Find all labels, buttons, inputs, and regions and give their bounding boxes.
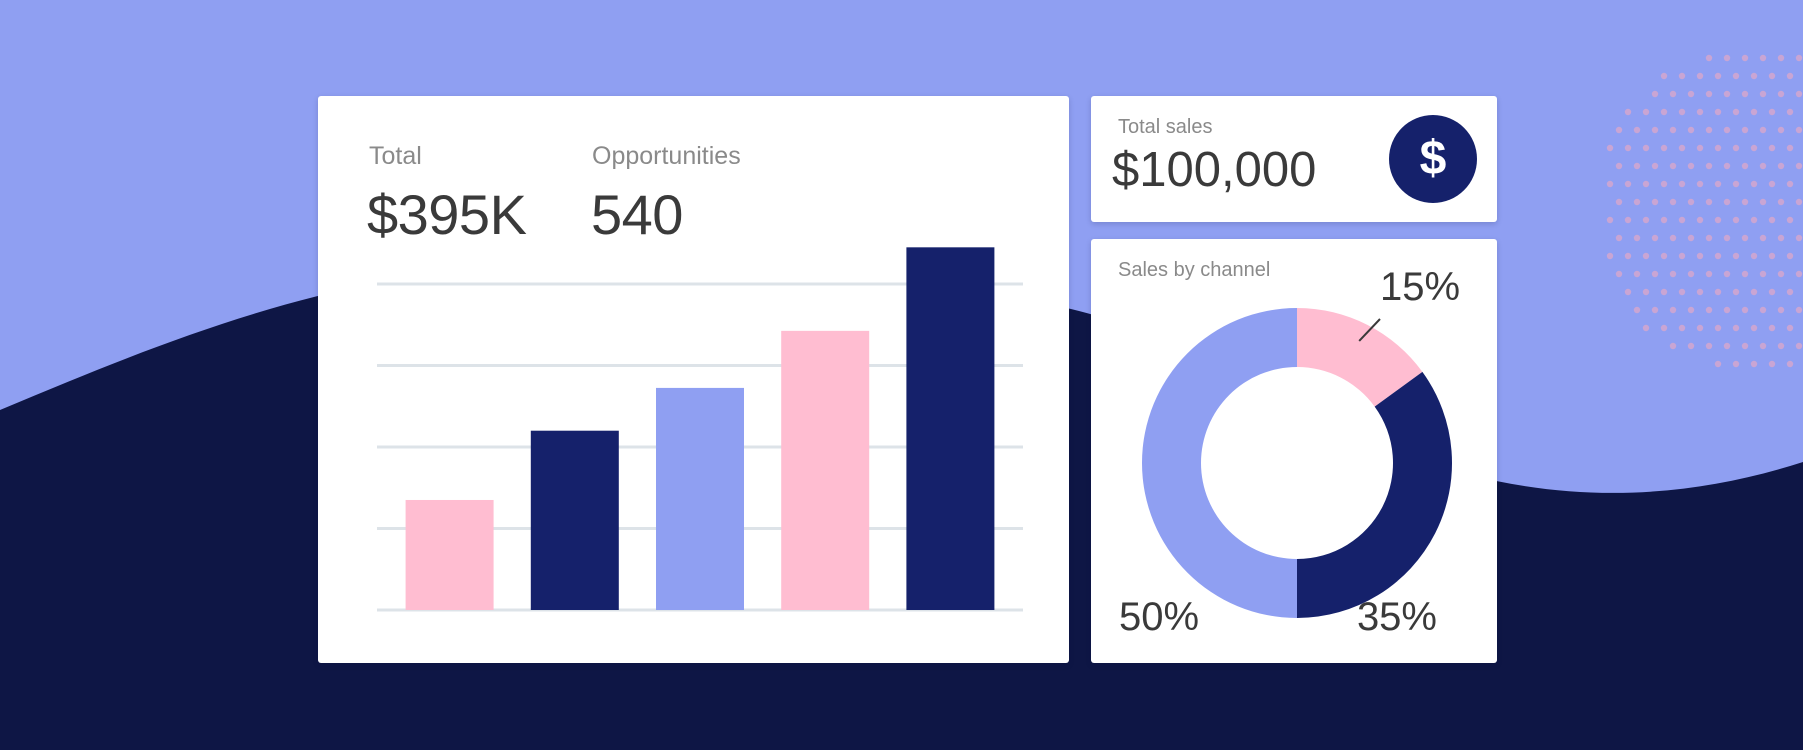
opportunities-value: 540 — [591, 183, 683, 246]
donut-chart: 15% 35% 50% — [1119, 265, 1460, 639]
dollar-icon-button[interactable]: $ — [1389, 115, 1477, 203]
donut-label-1: 15% — [1380, 265, 1460, 309]
donut-label-2: 35% — [1357, 595, 1437, 639]
total-sales-label: Total sales — [1118, 116, 1213, 138]
donut-leader-line — [1358, 318, 1381, 342]
total-sales-card: Total sales $100,000 $ — [1091, 96, 1497, 222]
bar-4 — [781, 330, 870, 610]
total-label: Total — [369, 142, 422, 170]
dot-pattern-right — [1606, 54, 1803, 368]
revenue-card: Total $395K Opportunities 540 — [318, 96, 1069, 663]
bar-1 — [405, 499, 494, 610]
donut-label-3: 50% — [1119, 595, 1199, 639]
donut-slice-1 — [1297, 308, 1423, 407]
sales-by-channel-card: Sales by channel 15% 35% 50% — [1091, 239, 1497, 663]
bar-5 — [906, 247, 995, 610]
bar-chart — [377, 247, 1023, 612]
sales-by-channel-label: Sales by channel — [1118, 259, 1271, 281]
dollar-icon: $ — [1419, 132, 1447, 185]
donut-slice-3 — [1142, 308, 1297, 618]
bar-2 — [530, 430, 619, 610]
bar-3 — [656, 387, 744, 610]
opportunities-label: Opportunities — [592, 142, 741, 170]
total-value: $395K — [367, 183, 527, 246]
donut-slice-2 — [1297, 371, 1452, 618]
total-sales-value: $100,000 — [1112, 143, 1317, 197]
